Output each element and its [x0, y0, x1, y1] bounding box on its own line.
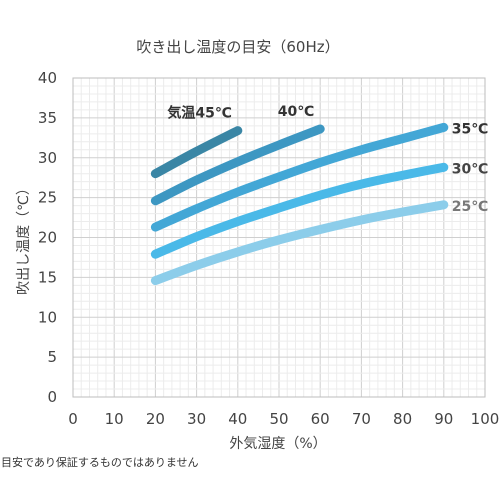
x-tick-label: 10 — [105, 410, 124, 428]
footnote: 目安であり保証するものではありません — [1, 456, 199, 469]
series-label: 25℃ — [452, 199, 488, 215]
y-tick-label: 10 — [38, 308, 57, 326]
y-tick-label: 30 — [38, 149, 57, 167]
y-tick-label: 25 — [38, 189, 57, 207]
x-tick-label: 90 — [434, 410, 453, 428]
x-tick-label: 100 — [471, 410, 500, 428]
y-tick-label: 5 — [47, 348, 57, 366]
x-tick-label: 40 — [228, 410, 247, 428]
series-label: 35℃ — [452, 121, 488, 137]
y-tick-label: 15 — [38, 268, 57, 286]
series-line — [150, 200, 449, 286]
x-tick-label: 20 — [146, 410, 165, 428]
series-label: 気温45℃ — [167, 105, 231, 122]
plot-frame — [72, 77, 486, 398]
chart-title: 吹き出し温度の目安（60Hz） — [136, 38, 339, 56]
series-labels: 気温45℃ 40℃ 35℃ 30℃ 25℃ — [167, 104, 488, 215]
x-tick-labels: 0 10 20 30 40 50 60 70 80 90 100 — [68, 410, 499, 428]
series-line — [150, 124, 325, 206]
x-tick-label: 0 — [68, 410, 78, 428]
series-line — [150, 122, 449, 232]
y-tick-label: 35 — [38, 109, 57, 127]
y-tick-label: 0 — [47, 388, 57, 406]
x-axis-label: 外気湿度（%） — [229, 436, 326, 452]
y-tick-label: 40 — [38, 69, 57, 87]
x-tick-label: 80 — [393, 410, 412, 428]
series-label: 40℃ — [278, 104, 314, 120]
series-label: 30℃ — [452, 161, 488, 177]
series-lines — [150, 122, 449, 286]
y-axis-label: 吹出し温度（℃） — [16, 181, 32, 295]
series-line — [150, 162, 449, 259]
x-tick-label: 70 — [352, 410, 371, 428]
series-line — [150, 126, 243, 179]
y-tick-label: 20 — [38, 229, 57, 247]
x-tick-label: 50 — [269, 410, 288, 428]
x-tick-label: 60 — [311, 410, 330, 428]
y-tick-labels: 0 5 10 15 20 25 30 35 40 — [38, 69, 57, 406]
x-tick-label: 30 — [187, 410, 206, 428]
